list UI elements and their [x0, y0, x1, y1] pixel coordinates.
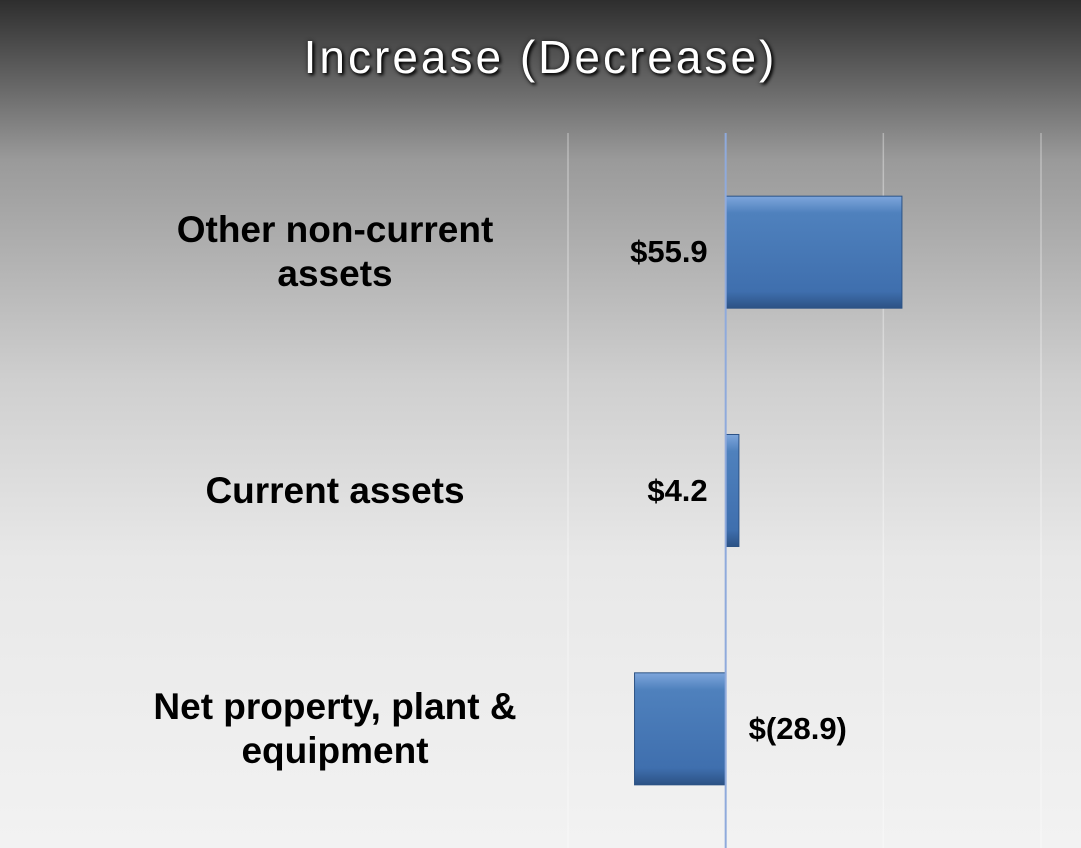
chart-title: Increase (Decrease): [303, 31, 778, 83]
bar: [725, 195, 903, 309]
category-label: Other non-current assets: [176, 209, 494, 295]
value-label: $55.9: [630, 234, 708, 270]
category-label: Net property, plant & equipment: [153, 685, 517, 771]
category-label: Current assets: [205, 469, 465, 511]
value-label: $(28.9): [748, 710, 847, 746]
value-label: $4.2: [647, 472, 708, 508]
bar: [634, 672, 727, 786]
bar: [725, 433, 740, 548]
